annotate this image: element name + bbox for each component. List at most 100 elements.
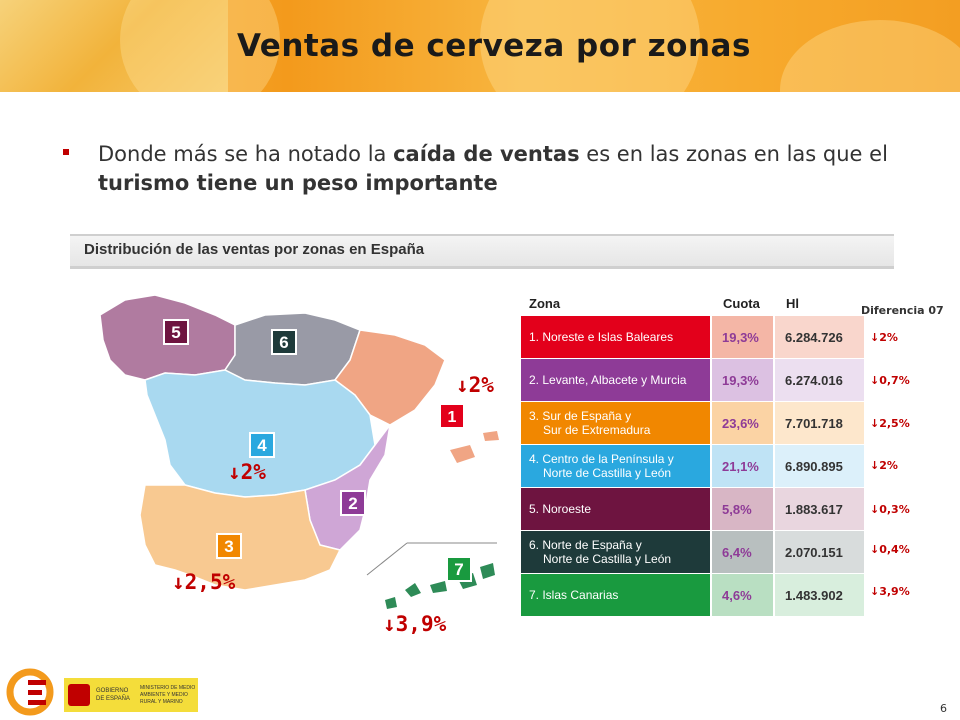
svg-text:4: 4 <box>257 436 267 455</box>
map-zone-1-islands <box>483 431 499 441</box>
cell-diferencia: ↓2% <box>870 459 898 472</box>
bullet-text: Donde más se ha notado la caída de venta… <box>98 142 888 195</box>
zone-number-4: 4 <box>249 432 275 458</box>
down-arrow-icon: ↓ <box>870 331 880 344</box>
down-arrow-icon: ↓ <box>870 503 880 516</box>
cell-hl: 6.274.016 <box>775 359 864 401</box>
zona-line-1: 3. Sur de España y <box>529 409 632 423</box>
zona-line-2: Norte de Castilla y León <box>543 466 672 480</box>
cell-diferencia: ↓0,4% <box>870 543 910 556</box>
spain-zones-map: 5 6 1 4 2 3 7 <box>99 294 499 609</box>
down-arrow-icon: ↓ <box>870 417 880 430</box>
svg-text:5: 5 <box>171 323 180 342</box>
diff-value: 3,9% <box>879 585 910 598</box>
cerveceros-logo <box>6 668 54 716</box>
zone-number-5: 5 <box>163 319 189 345</box>
header-decoration <box>480 0 700 92</box>
section-title: Distribución de las ventas por zonas en … <box>84 241 425 258</box>
cell-diferencia: ↓0,3% <box>870 503 910 516</box>
svg-text:1: 1 <box>448 409 457 426</box>
cell-hl: 6.890.895 <box>775 445 864 487</box>
table-row: 3. Sur de España y Sur de Extremadura 23,6… <box>521 402 864 444</box>
cell-cuota: 6,4% <box>712 531 773 573</box>
page-title: Ventas de cerveza por zonas <box>237 28 751 64</box>
government-logo: GOBIERNO DE ESPAÑA MINISTERIO DE MEDIO A… <box>64 678 198 712</box>
svg-text:3: 3 <box>224 537 233 556</box>
table-row: 2. Levante, Albacete y Murcia 19,3% 6.274.… <box>521 359 864 401</box>
down-arrow-icon: ↓ <box>383 612 396 636</box>
zona-line-2: Sur de Extremadura <box>543 423 651 437</box>
diff-value: 2% <box>879 459 898 472</box>
table-row: 7. Islas Canarias 4,6% 1.483.902 <box>521 574 864 616</box>
cell-cuota: 5,8% <box>712 488 773 530</box>
table-header-zona: Zona <box>529 296 561 311</box>
cell-hl: 6.284.726 <box>775 316 864 358</box>
down-arrow-icon: ↓ <box>870 459 880 472</box>
header-decoration <box>120 0 280 92</box>
cell-diferencia: ↓2,5% <box>870 417 910 430</box>
gov-text: GOBIERNO DE ESPAÑA <box>96 688 130 702</box>
ministry-text: MINISTERIO DE MEDIO AMBIENTE Y MEDIO RUR… <box>140 685 196 705</box>
cell-zona: 3. Sur de España y Sur de Extremadura <box>521 402 710 444</box>
cell-cuota: 19,3% <box>712 316 773 358</box>
header-image <box>0 0 228 92</box>
header-band <box>0 0 960 92</box>
cell-diferencia: ↓0,7% <box>870 374 910 387</box>
zona-line-1: 5. Noroeste <box>529 502 592 516</box>
svg-text:6: 6 <box>279 333 288 352</box>
cell-diferencia: ↓2% <box>870 331 898 344</box>
square-bullet-icon <box>63 149 69 155</box>
section-bar <box>70 234 894 269</box>
zona-line-2: Norte de Castilla y León <box>543 552 672 566</box>
zona-line-1: 1. Noreste e Islas Baleares <box>529 330 674 344</box>
cell-zona: 1. Noreste e Islas Baleares <box>521 316 710 358</box>
cell-hl: 2.070.151 <box>775 531 864 573</box>
cell-zona: 7. Islas Canarias <box>521 574 710 616</box>
zona-line-1: 6. Norte de España y <box>529 538 642 552</box>
zona-line-1: 4. Centro de la Península y <box>529 452 674 466</box>
cell-hl: 1.483.902 <box>775 574 864 616</box>
drop-label-zone-4: ↓2% <box>228 460 266 484</box>
zone-number-1: 1 <box>441 405 463 427</box>
zone-number-2: 2 <box>340 490 366 516</box>
zone-number-3: 3 <box>216 533 242 559</box>
diff-value: 2,5% <box>879 417 910 430</box>
table-row: 5. Noroeste 5,8% 1.883.617 <box>521 488 864 530</box>
diff-value: 2% <box>879 331 898 344</box>
zone-number-6: 6 <box>271 329 297 355</box>
drop-label-zone-1: ↓2% <box>456 373 494 397</box>
cell-cuota: 23,6% <box>712 402 773 444</box>
zone-number-7: 7 <box>446 556 472 582</box>
map-zone-7 <box>385 563 495 609</box>
cell-cuota: 4,6% <box>712 574 773 616</box>
diff-value: 0,3% <box>879 503 910 516</box>
table-row: 6. Norte de España y Norte de Castilla y … <box>521 531 864 573</box>
table-row: 1. Noreste e Islas Baleares 19,3% 6.284.72… <box>521 316 864 358</box>
cell-cuota: 19,3% <box>712 359 773 401</box>
cell-cuota: 21,1% <box>712 445 773 487</box>
down-arrow-icon: ↓ <box>870 374 880 387</box>
down-arrow-icon: ↓ <box>870 585 880 598</box>
table-header-cuota: Cuota <box>723 296 760 311</box>
table-row: 4. Centro de la Península y Norte de Cast… <box>521 445 864 487</box>
table-header-diferencia: Diferencia 07 <box>861 304 944 317</box>
cell-zona: 4. Centro de la Península y Norte de Cast… <box>521 445 710 487</box>
cell-diferencia: ↓3,9% <box>870 585 910 598</box>
map-zone-1 <box>333 329 446 426</box>
zona-line-1: 2. Levante, Albacete y Murcia <box>529 373 687 387</box>
page-number: 6 <box>940 702 947 715</box>
cell-hl: 1.883.617 <box>775 488 864 530</box>
cell-zona: 5. Noroeste <box>521 488 710 530</box>
diff-value: 0,4% <box>879 543 910 556</box>
coat-of-arms-icon <box>68 684 90 706</box>
svg-text:2: 2 <box>348 494 357 513</box>
diff-value: 0,7% <box>879 374 910 387</box>
down-arrow-icon: ↓ <box>172 570 185 594</box>
header-decoration <box>780 20 960 92</box>
cell-zona: 6. Norte de España y Norte de Castilla y … <box>521 531 710 573</box>
svg-text:7: 7 <box>454 560 463 579</box>
down-arrow-icon: ↓ <box>456 373 469 397</box>
down-arrow-icon: ↓ <box>228 460 241 484</box>
cell-zona: 2. Levante, Albacete y Murcia <box>521 359 710 401</box>
table-header-hl: Hl <box>786 296 799 311</box>
